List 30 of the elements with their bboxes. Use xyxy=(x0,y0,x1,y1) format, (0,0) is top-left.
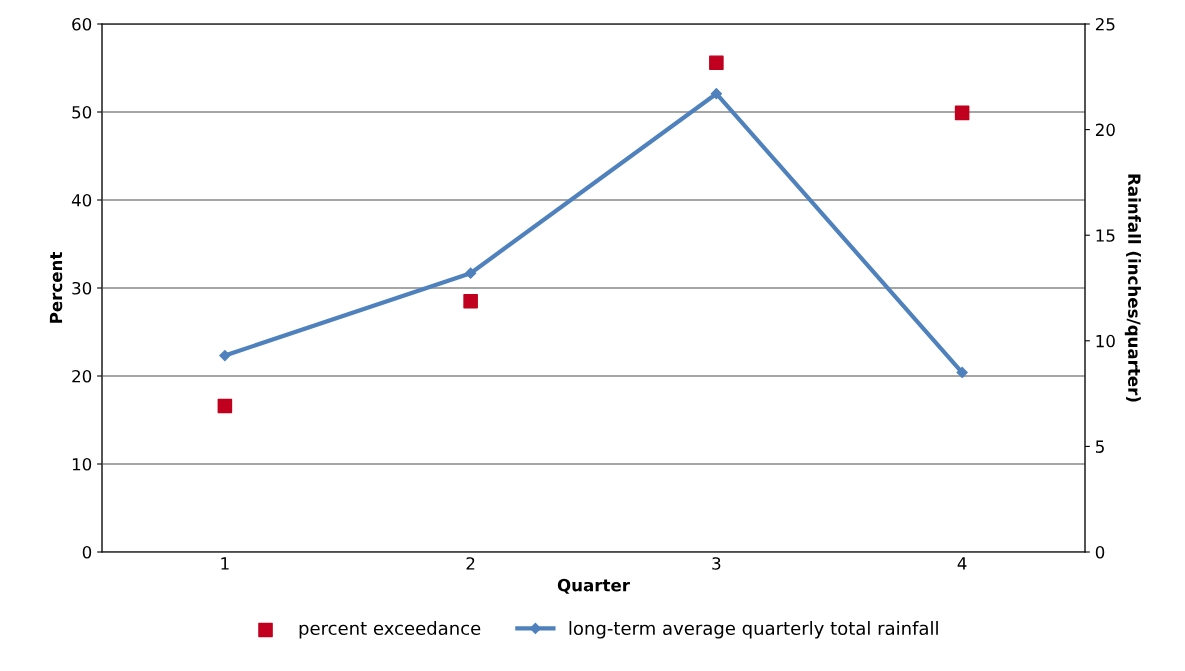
y2-tick-label: 20 xyxy=(1095,123,1115,137)
x-tick-label: 1 xyxy=(221,557,229,570)
y-tick-label: 20 xyxy=(72,369,92,383)
y2-axis-title: Rainfall (inches/quarter) xyxy=(1124,174,1141,402)
point xyxy=(217,398,233,414)
point xyxy=(710,88,722,100)
y-tick-label: 10 xyxy=(72,457,92,471)
x-tick-label: 3 xyxy=(712,557,721,570)
point xyxy=(956,366,968,379)
point xyxy=(219,349,231,362)
y2-tick-label: 0 xyxy=(1095,545,1105,559)
y-tick-label: 50 xyxy=(72,105,92,119)
y-axis-title: Percent xyxy=(49,252,63,323)
y2-tick-label: 25 xyxy=(1095,17,1115,31)
y2-tick-label: 5 xyxy=(1096,440,1104,453)
y-tick-label: 40 xyxy=(71,193,92,207)
y-tick-label: 30 xyxy=(72,281,92,295)
x-tick-label: 2 xyxy=(466,557,475,570)
point xyxy=(463,293,478,309)
point xyxy=(954,105,970,121)
point xyxy=(709,55,724,71)
legend-label: percent exceedance xyxy=(299,621,481,639)
legend-label: long-term average quarterly total rainfall xyxy=(569,621,938,639)
y2-tick-label: 15 xyxy=(1096,229,1115,242)
point xyxy=(465,267,477,279)
y2-tick-label: 10 xyxy=(1096,334,1115,348)
y-tick-label: 60 xyxy=(72,17,92,31)
x-tick-label: 4 xyxy=(957,557,967,570)
x-axis-title: Quarter xyxy=(557,578,630,594)
y-tick-label: 0 xyxy=(82,545,92,559)
